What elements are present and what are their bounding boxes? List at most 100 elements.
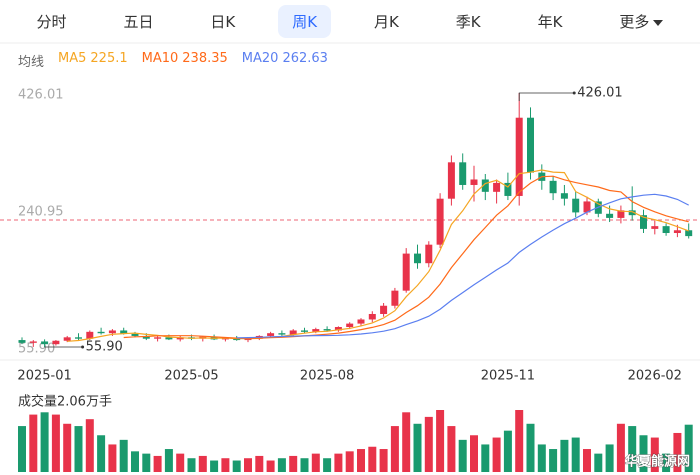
y-tick-label: 426.01 xyxy=(18,88,64,103)
volume-bar xyxy=(447,426,456,472)
candle-body xyxy=(120,330,128,334)
volume-bar xyxy=(131,451,139,472)
volume-bar xyxy=(549,449,558,472)
tab[interactable]: 日K xyxy=(210,12,236,31)
volume-bar xyxy=(526,423,535,472)
volume-bar xyxy=(289,455,298,472)
candle-body xyxy=(368,313,376,320)
volume-bar xyxy=(560,439,569,472)
volume-bar xyxy=(51,414,60,472)
tab[interactable]: 年K xyxy=(537,12,563,31)
candle-body xyxy=(651,226,659,229)
candle-body xyxy=(289,330,297,335)
candle-body xyxy=(52,340,60,345)
candle-body xyxy=(380,305,388,314)
candle-body xyxy=(673,230,681,234)
volume-bar xyxy=(232,460,241,472)
volume-bar xyxy=(379,449,388,472)
tab[interactable]: 月K xyxy=(374,12,399,31)
annotation-low: 55.90 xyxy=(86,340,123,355)
y-tick-label: 55.90 xyxy=(18,342,55,357)
volume-bar xyxy=(198,455,207,472)
volume-bar xyxy=(605,444,614,472)
tab[interactable]: 周K xyxy=(278,4,332,38)
x-tick-label: 2025-08 xyxy=(300,369,354,384)
candle-body xyxy=(515,117,523,196)
candle-body xyxy=(549,180,557,194)
candle-body xyxy=(301,330,308,332)
volume-bar xyxy=(108,444,117,472)
annotation-dot xyxy=(81,345,85,349)
volume-bar xyxy=(481,444,490,472)
volume-bar xyxy=(153,455,162,472)
candle-body xyxy=(334,327,342,331)
volume-bar xyxy=(470,435,478,472)
volume-bar xyxy=(74,426,83,472)
volume-bar xyxy=(390,426,399,472)
dropdown-arrow xyxy=(653,19,664,26)
tab[interactable]: 分时 xyxy=(36,12,67,31)
volume-bar xyxy=(571,437,580,472)
candle-body xyxy=(628,210,636,216)
candle-body xyxy=(312,329,320,332)
volume-label: 成交量2.06万手 xyxy=(18,394,112,410)
x-tick-label: 2026-02 xyxy=(628,369,682,384)
candle-body xyxy=(583,201,591,213)
ma-name: MA5 xyxy=(58,51,87,66)
volume-bar xyxy=(537,444,546,472)
volume-bar xyxy=(40,412,49,472)
tab[interactable]: 更多 xyxy=(605,5,677,38)
volume-bar xyxy=(616,423,625,472)
volume-bar xyxy=(85,419,94,472)
candle-body xyxy=(447,162,455,199)
volume-bar xyxy=(29,414,38,472)
candle-body xyxy=(221,338,229,340)
ma-name: MA20 xyxy=(241,51,279,66)
ma-legend-item: MA10 238.35 xyxy=(142,51,228,70)
candle-body xyxy=(63,337,71,341)
candle-body xyxy=(470,179,478,185)
candle-body xyxy=(425,244,433,264)
candle-body xyxy=(154,337,162,339)
candle-body xyxy=(560,193,568,199)
candle-body xyxy=(97,331,105,334)
tab[interactable]: 季K xyxy=(455,12,481,31)
volume-bar xyxy=(368,446,377,472)
volume-bar xyxy=(402,412,411,472)
period-tabs: 分时 五日 日K 周K 月K 季K 年K 更多 xyxy=(0,0,700,42)
candle-body xyxy=(414,253,421,264)
candle-body xyxy=(436,198,444,245)
volume-bar xyxy=(458,439,467,472)
volume-bar xyxy=(277,458,286,472)
ma-title: 均线 xyxy=(18,55,45,70)
x-tick-label: 2025-05 xyxy=(164,369,218,384)
volume-bar xyxy=(492,437,501,472)
candle-body xyxy=(29,341,37,343)
candle-body xyxy=(504,182,512,196)
volume-bar xyxy=(357,449,365,472)
volume-bar xyxy=(413,423,422,472)
candle-body xyxy=(481,179,489,192)
volume-bar xyxy=(119,439,128,472)
volume-bar xyxy=(210,460,219,472)
volume-bar xyxy=(650,437,659,472)
candle-body xyxy=(493,182,501,192)
candle-body xyxy=(346,323,354,328)
volume-bar xyxy=(639,435,648,472)
volume-bar xyxy=(424,416,433,472)
arrow xyxy=(653,19,664,26)
y-tick-label: 240.95 xyxy=(18,205,64,220)
candle-body xyxy=(278,333,286,335)
ma-legend: 均线 MA5 225.1 MA10 238.35 MA20 262.63 xyxy=(18,51,328,70)
volume-bar xyxy=(97,435,106,472)
ma-line xyxy=(236,193,689,339)
ma-legend-item: MA20 262.63 xyxy=(242,51,328,70)
volume-bar xyxy=(244,458,252,472)
ma-line xyxy=(123,175,689,340)
candle-body xyxy=(176,337,184,340)
volume-bar xyxy=(684,424,693,472)
tab[interactable]: 五日 xyxy=(123,12,154,31)
ma-line xyxy=(67,169,689,342)
